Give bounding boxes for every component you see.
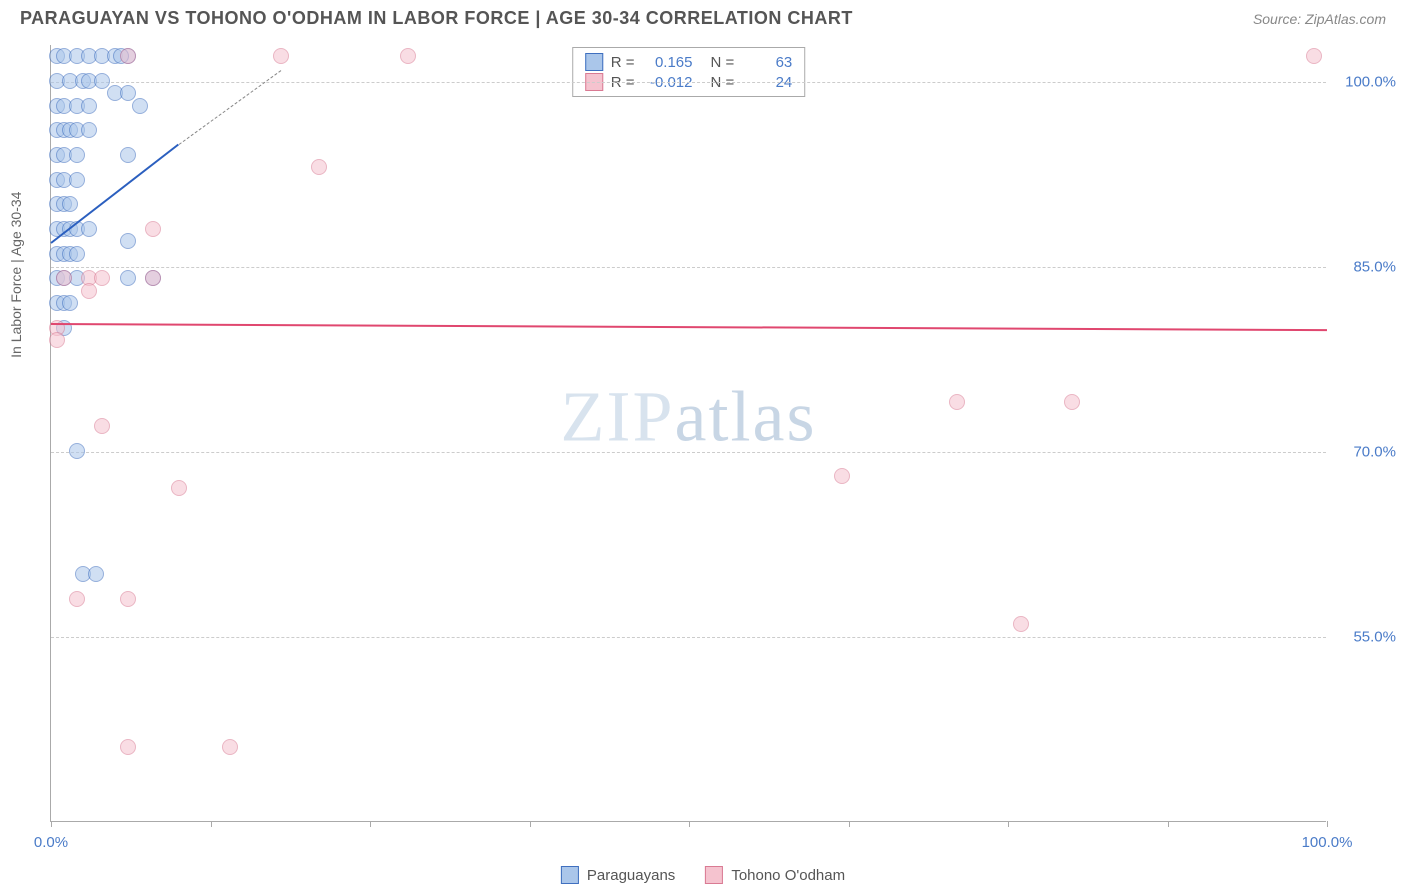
legend-item: Tohono O'odham [705, 866, 845, 884]
y-tick-label: 85.0% [1336, 259, 1396, 276]
y-tick-label: 55.0% [1336, 629, 1396, 646]
data-point [120, 85, 136, 101]
legend-r-label: R = [611, 54, 635, 71]
gridline [51, 637, 1326, 638]
legend-n-value: 63 [742, 54, 792, 71]
data-point [81, 98, 97, 114]
legend-item: Paraguayans [561, 866, 675, 884]
data-point [69, 246, 85, 262]
x-tick [51, 821, 52, 827]
data-point [273, 48, 289, 64]
x-tick [211, 821, 212, 827]
x-tick [1008, 821, 1009, 827]
data-point [94, 73, 110, 89]
gridline [51, 82, 1326, 83]
x-tick [1168, 821, 1169, 827]
chart-title: PARAGUAYAN VS TOHONO O'ODHAM IN LABOR FO… [20, 8, 853, 29]
data-point [1306, 48, 1322, 64]
data-point [81, 122, 97, 138]
data-point [120, 147, 136, 163]
scatter-chart: In Labor Force | Age 30-34 ZIPatlas R =0… [50, 45, 1326, 822]
data-point [88, 566, 104, 582]
data-point [56, 270, 72, 286]
data-point [69, 443, 85, 459]
legend-n-label: N = [711, 54, 735, 71]
data-point [222, 739, 238, 755]
legend-label: Paraguayans [587, 867, 675, 884]
y-axis-label: In Labor Force | Age 30-34 [8, 192, 24, 358]
data-point [400, 48, 416, 64]
legend-swatch [585, 53, 603, 71]
legend-label: Tohono O'odham [731, 867, 845, 884]
watermark: ZIPatlas [561, 376, 817, 459]
gridline [51, 267, 1326, 268]
x-tick [1327, 821, 1328, 827]
data-point [69, 147, 85, 163]
legend-swatch [561, 866, 579, 884]
data-point [62, 295, 78, 311]
data-point [120, 591, 136, 607]
data-point [1013, 616, 1029, 632]
data-point [171, 480, 187, 496]
data-point [311, 159, 327, 175]
x-tick-label: 100.0% [1302, 834, 1353, 851]
data-point [62, 196, 78, 212]
data-point [120, 48, 136, 64]
data-point [834, 468, 850, 484]
trend-line-extension [178, 70, 281, 145]
data-point [94, 270, 110, 286]
data-point [120, 233, 136, 249]
source-attribution: Source: ZipAtlas.com [1253, 11, 1386, 27]
data-point [132, 98, 148, 114]
correlation-legend: R =0.165N =63R =-0.012N =24 [572, 47, 806, 97]
data-point [81, 221, 97, 237]
data-point [120, 270, 136, 286]
data-point [145, 270, 161, 286]
x-tick [689, 821, 690, 827]
y-tick-label: 100.0% [1336, 74, 1396, 91]
x-tick [849, 821, 850, 827]
legend-swatch [705, 866, 723, 884]
legend-r-value: 0.165 [643, 54, 693, 71]
y-tick-label: 70.0% [1336, 444, 1396, 461]
data-point [69, 591, 85, 607]
data-point [120, 739, 136, 755]
data-point [81, 283, 97, 299]
data-point [49, 332, 65, 348]
data-point [94, 418, 110, 434]
x-tick-label: 0.0% [34, 834, 68, 851]
data-point [69, 172, 85, 188]
legend-row: R = 0.165 N = 63 [585, 52, 793, 72]
trend-line [51, 323, 1327, 331]
data-point [949, 394, 965, 410]
x-tick [530, 821, 531, 827]
data-point [145, 221, 161, 237]
gridline [51, 452, 1326, 453]
series-legend: Paraguayans Tohono O'odham [561, 866, 845, 884]
x-tick [370, 821, 371, 827]
data-point [1064, 394, 1080, 410]
